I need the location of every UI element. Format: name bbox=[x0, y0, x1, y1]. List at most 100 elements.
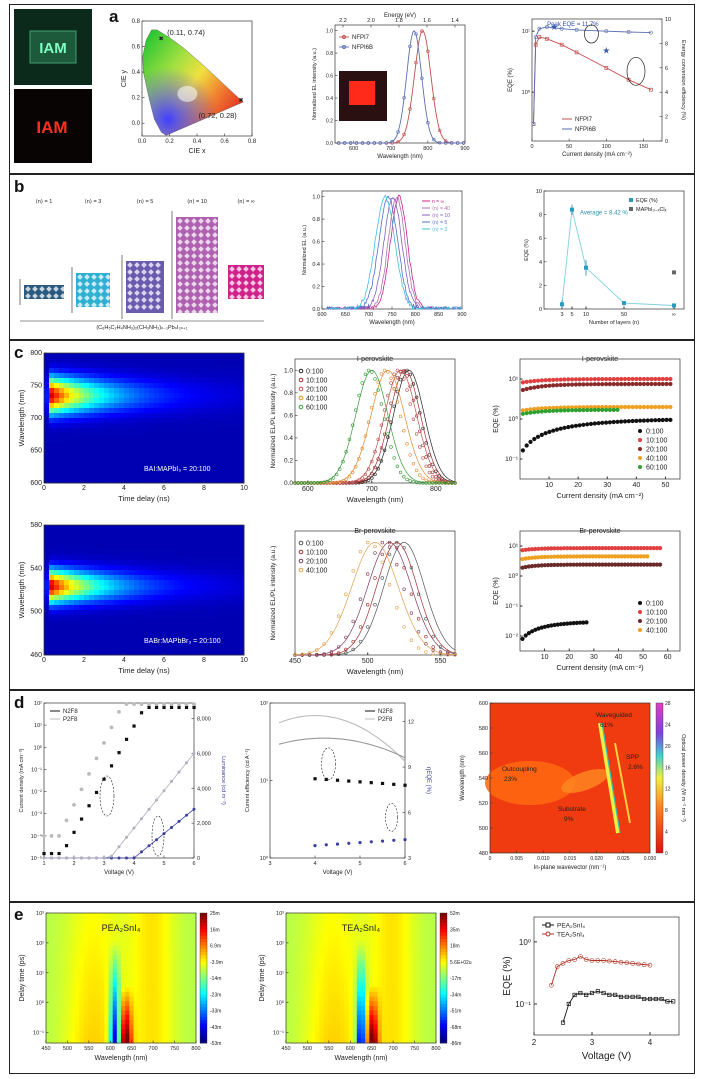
heat-cell bbox=[239, 388, 244, 393]
ta-cell bbox=[100, 941, 105, 946]
heat-cell bbox=[74, 413, 79, 418]
heat-cell bbox=[214, 438, 219, 443]
ta-cell bbox=[179, 1034, 184, 1039]
heat-cell bbox=[139, 630, 144, 635]
pl-marker bbox=[399, 415, 402, 418]
ta-cell bbox=[125, 955, 130, 960]
ta-cell bbox=[315, 983, 320, 988]
heat-cell bbox=[84, 478, 89, 483]
eqe-marker bbox=[597, 421, 601, 425]
heat-cell bbox=[234, 453, 239, 458]
colorbar-cell bbox=[200, 968, 207, 972]
ta-cell bbox=[88, 955, 93, 960]
ta-cell bbox=[171, 913, 176, 918]
heat-cell bbox=[64, 650, 69, 655]
ta-cell bbox=[167, 997, 172, 1002]
ta-cell bbox=[159, 936, 164, 941]
ta-cell bbox=[84, 927, 89, 932]
ta-cell bbox=[96, 955, 101, 960]
pl-marker bbox=[396, 369, 399, 372]
ta-cell bbox=[319, 941, 324, 946]
heat-cell bbox=[234, 378, 239, 383]
heat-cell bbox=[94, 625, 99, 630]
heat-cell bbox=[54, 478, 59, 483]
ta-cell bbox=[184, 955, 189, 960]
heat-cell bbox=[234, 403, 239, 408]
ta-cell bbox=[109, 1029, 114, 1034]
pl-marker bbox=[374, 603, 377, 606]
eqe-marker bbox=[665, 382, 669, 386]
ta-cell bbox=[303, 997, 308, 1002]
heat-cell bbox=[214, 378, 219, 383]
ta-cell bbox=[67, 913, 72, 918]
pl-marker bbox=[431, 475, 434, 478]
eqe-marker bbox=[642, 405, 646, 409]
heat-cell bbox=[234, 565, 239, 570]
heat-cell bbox=[164, 438, 169, 443]
heat-cell bbox=[164, 575, 169, 580]
legend-text: 60:100 bbox=[306, 405, 328, 412]
ta-cell bbox=[138, 941, 143, 946]
heat-cell bbox=[209, 620, 214, 625]
heat-cell bbox=[154, 585, 159, 590]
heat-cell bbox=[134, 363, 139, 368]
heat-cell bbox=[184, 620, 189, 625]
ta-cell bbox=[63, 1001, 68, 1006]
ta-cell bbox=[59, 1029, 64, 1034]
ta-cell bbox=[299, 987, 304, 992]
heat-cell bbox=[214, 530, 219, 535]
heat-cell bbox=[69, 525, 74, 530]
heat-cell bbox=[44, 605, 49, 610]
x-tick-label: 0.005 bbox=[510, 856, 523, 862]
layer-schematic: ⟨n⟩ = 1 ⟨n⟩ = 3 ⟨n⟩ = 5 ⟨n⟩ = 10 ⟨n⟩ = ∞(C₆H… bbox=[16, 195, 266, 335]
ta-cell bbox=[290, 950, 295, 955]
pl-marker bbox=[390, 446, 393, 449]
eqe-chart: 0 50 100 15010⁰10¹0246810Current density (m… bbox=[500, 9, 695, 169]
heat-cell bbox=[99, 590, 104, 595]
eqe-marker bbox=[619, 377, 623, 381]
ta-cell bbox=[113, 950, 118, 955]
heat-cell bbox=[174, 398, 179, 403]
heat-cell bbox=[234, 525, 239, 530]
heat-cell bbox=[79, 560, 84, 565]
ta-cell bbox=[71, 959, 76, 964]
ta-cell bbox=[299, 936, 304, 941]
heat-cell bbox=[119, 418, 124, 423]
heat-cell bbox=[154, 473, 159, 478]
heat-cell bbox=[94, 610, 99, 615]
heat-cell bbox=[174, 625, 179, 630]
eqe-ylabel: EQE (%) bbox=[493, 577, 500, 605]
heat-cell bbox=[204, 560, 209, 565]
heat-cell bbox=[64, 448, 69, 453]
heat-cell bbox=[224, 403, 229, 408]
x-tick-label: 3 bbox=[268, 861, 271, 867]
heat-cell bbox=[124, 353, 129, 358]
heat-cell bbox=[169, 570, 174, 575]
heat-cell bbox=[124, 625, 129, 630]
legend-marker bbox=[638, 456, 642, 460]
heat-cell bbox=[49, 478, 54, 483]
heat-cell bbox=[189, 453, 194, 458]
heat-cell bbox=[119, 373, 124, 378]
heat-cell bbox=[54, 630, 59, 635]
ta-cell bbox=[142, 983, 147, 988]
ta-cell bbox=[175, 922, 180, 927]
heat-cell bbox=[144, 353, 149, 358]
panel-label-a: a bbox=[107, 7, 120, 27]
ta-cell bbox=[71, 1011, 76, 1016]
ta-cell bbox=[146, 1024, 151, 1029]
heat-cell bbox=[114, 650, 119, 655]
ta-cell bbox=[88, 922, 93, 927]
ce-ylabel: Current efficiency (cd A⁻¹) bbox=[245, 749, 251, 812]
heat-cell bbox=[179, 453, 184, 458]
heat-cell bbox=[79, 535, 84, 540]
ta-cell bbox=[163, 992, 168, 997]
heat-cell bbox=[64, 378, 69, 383]
heat-cell bbox=[109, 468, 114, 473]
heat-cell bbox=[114, 363, 119, 368]
heat-cell bbox=[174, 418, 179, 423]
ta-cell bbox=[311, 959, 316, 964]
heat-cell bbox=[84, 620, 89, 625]
ta-cell bbox=[184, 918, 189, 923]
heat-cell bbox=[89, 540, 94, 545]
